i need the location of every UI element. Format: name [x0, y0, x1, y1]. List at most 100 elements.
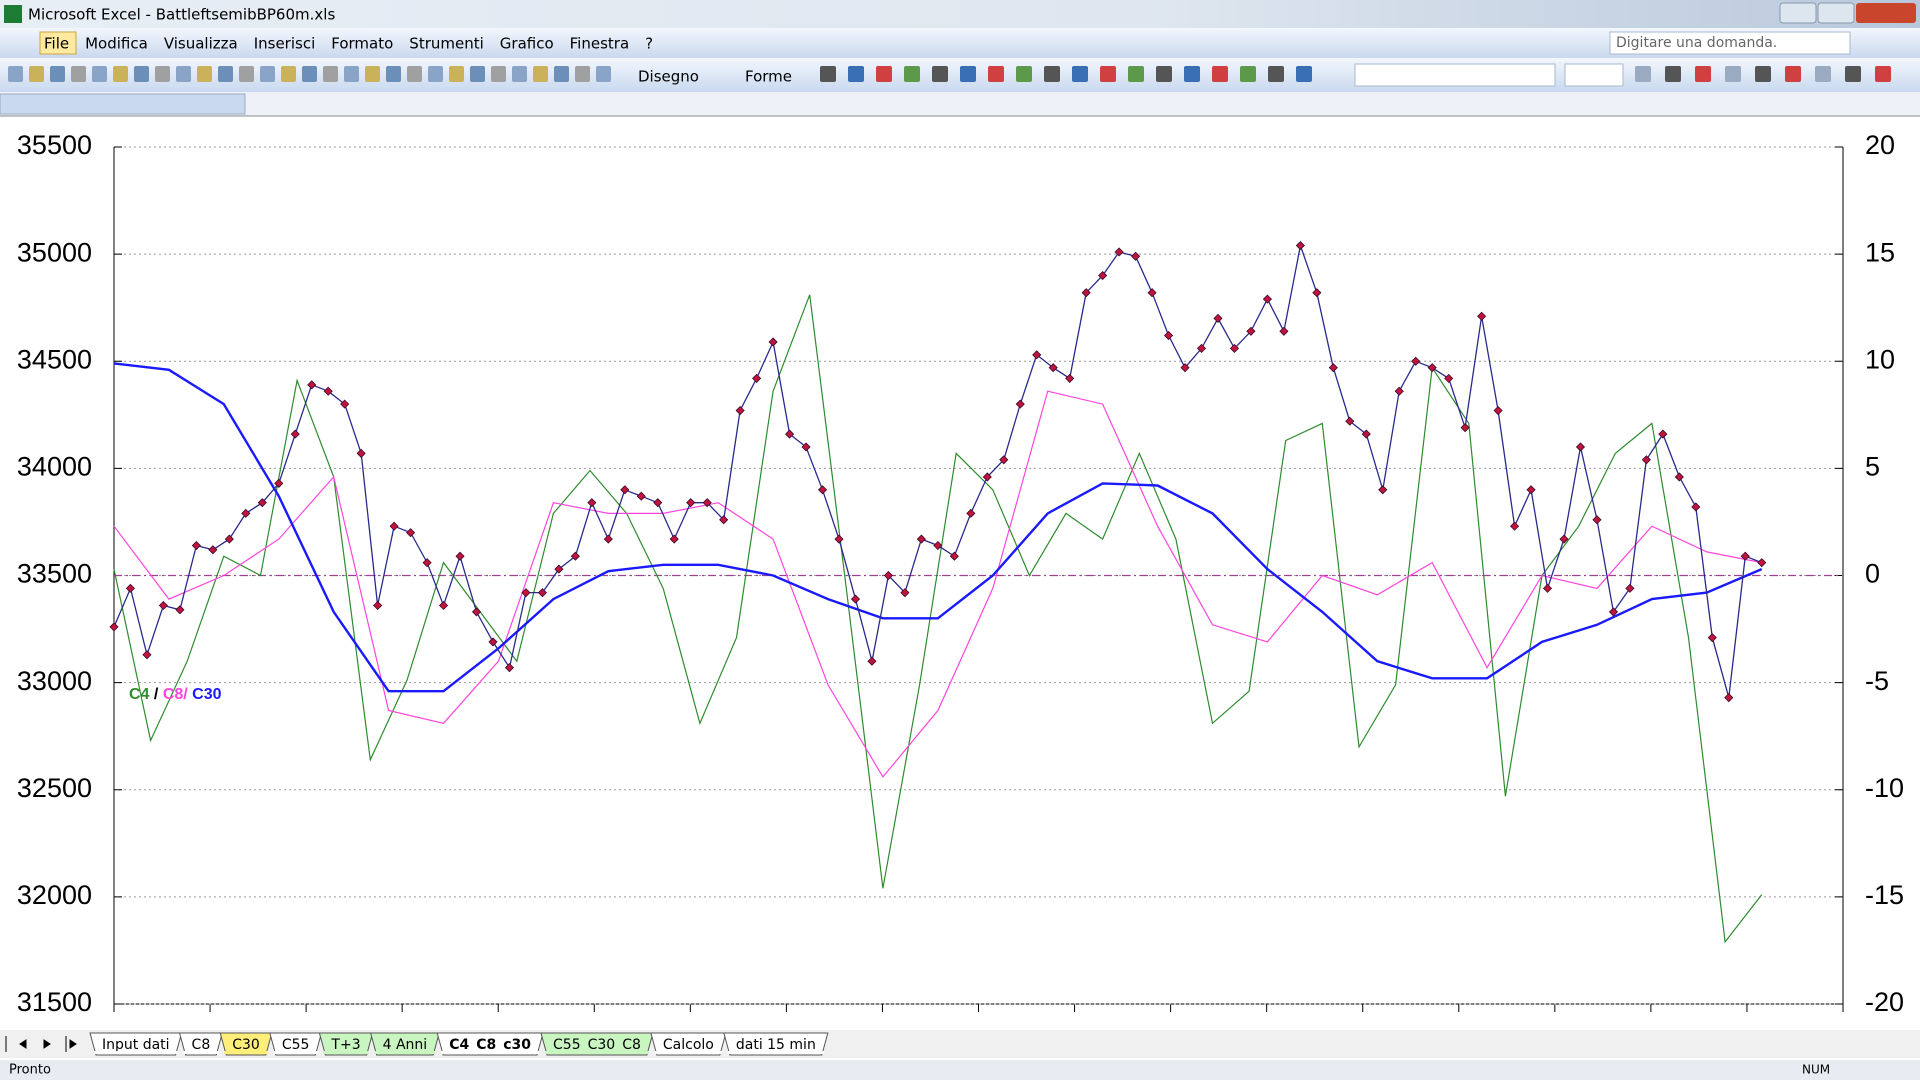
toolbar-icon[interactable] [1128, 66, 1144, 82]
toolbar-icon[interactable] [29, 66, 44, 82]
minimize-button[interactable] [1779, 2, 1817, 24]
toolbar-icon[interactable] [113, 66, 128, 82]
toolbar-icon[interactable] [428, 66, 443, 82]
toolbar-icon[interactable] [386, 66, 401, 82]
menu-item[interactable]: Grafico [500, 35, 554, 53]
toolbar-icon[interactable] [960, 66, 976, 82]
toolbar-icon[interactable] [820, 66, 836, 82]
toolbar-icon[interactable] [988, 66, 1004, 82]
y2-tick-label: -15 [1865, 880, 1904, 910]
tab-nav[interactable] [19, 1039, 27, 1049]
tab-nav[interactable] [43, 1039, 51, 1049]
shapes-menu[interactable]: Forme [745, 68, 792, 86]
draw-menu[interactable]: Disegno [638, 68, 699, 86]
toolbar-icon[interactable] [932, 66, 948, 82]
toolbar-icon[interactable] [470, 66, 485, 82]
data-marker [735, 405, 745, 416]
toolbar-icon[interactable] [1268, 66, 1284, 82]
toolbar-icon[interactable] [365, 66, 380, 82]
toolbar-icon[interactable] [491, 66, 506, 82]
toolbar-icon[interactable] [344, 66, 359, 82]
toolbar-icon[interactable] [1755, 66, 1771, 82]
toolbar-icon[interactable] [1044, 66, 1060, 82]
menu-item[interactable]: Inserisci [254, 35, 316, 53]
toolbar-icon[interactable] [1725, 66, 1741, 82]
name-box[interactable] [0, 93, 246, 115]
sheet-tab[interactable]: C30 [219, 1032, 273, 1056]
toolbar-icon[interactable] [1212, 66, 1228, 82]
toolbar-icon[interactable] [281, 66, 296, 82]
tab-shape [436, 1032, 544, 1056]
toolbar-icon[interactable] [1184, 66, 1200, 82]
menu-item[interactable]: Strumenti [409, 35, 483, 53]
tab-nav[interactable] [65, 1036, 77, 1052]
toolbar-icon[interactable] [260, 66, 275, 82]
toolbar-icon[interactable] [302, 66, 317, 82]
toolbar-icon[interactable] [1100, 66, 1116, 82]
data-marker [307, 380, 317, 390]
data-marker [768, 337, 778, 347]
toolbar-icon[interactable] [50, 66, 65, 82]
toolbar-icon[interactable] [1815, 66, 1831, 82]
tab-color [224, 1051, 268, 1054]
toolbar-icon[interactable] [8, 66, 23, 82]
toolbar-icon[interactable] [1240, 66, 1256, 82]
toolbar-icon[interactable] [134, 66, 149, 82]
toolbar-icon[interactable] [218, 66, 233, 82]
toolbar-icon[interactable] [1016, 66, 1032, 82]
sheet-tab[interactable]: Input dati [89, 1032, 183, 1056]
toolbar-icon[interactable] [155, 66, 170, 82]
toolbar-icon[interactable] [512, 66, 527, 82]
close-button[interactable] [1856, 3, 1916, 23]
toolbar-icon[interactable] [176, 66, 191, 82]
menu-item[interactable]: File [44, 35, 69, 53]
toolbar-icon[interactable] [848, 66, 864, 82]
sheet-tab[interactable]: C8 [178, 1032, 223, 1056]
toolbar-icon[interactable] [323, 66, 338, 82]
toolbar-icon[interactable] [1665, 66, 1681, 82]
status-right: NUM [1802, 1063, 1830, 1077]
font-box[interactable] [1354, 63, 1556, 87]
toolbar-icon[interactable] [239, 66, 254, 82]
toolbar-icon[interactable] [1296, 66, 1312, 82]
sheet-tab[interactable]: C55 [269, 1032, 323, 1056]
data-marker [356, 448, 366, 458]
y-tick-label: 32000 [17, 880, 92, 910]
toolbar-icon[interactable] [1875, 66, 1891, 82]
toolbar-icon[interactable] [92, 66, 107, 82]
toolbar-icon[interactable] [554, 66, 569, 82]
toolbar-icon[interactable] [876, 66, 892, 82]
toolbar-icon[interactable] [596, 66, 611, 82]
menu-item[interactable]: Finestra [570, 35, 630, 53]
question-box[interactable] [1609, 31, 1851, 55]
toolbar-icon[interactable] [904, 66, 920, 82]
menu-item[interactable]: Formato [331, 35, 393, 53]
tab-shape [219, 1032, 273, 1056]
sheet-tab[interactable]: T+3 [318, 1032, 374, 1056]
menu-item[interactable]: Modifica [85, 35, 148, 53]
sheet-tab[interactable]: 4 Anni [369, 1032, 440, 1056]
menu-item[interactable]: Visualizza [164, 35, 238, 53]
sheet-tab[interactable]: C4_C8_c30 [436, 1032, 544, 1056]
data-marker [1477, 311, 1487, 321]
toolbar-icon[interactable] [407, 66, 422, 82]
toolbar-icon[interactable] [1635, 66, 1651, 82]
sheet-tab[interactable]: dati 15 min [723, 1032, 829, 1056]
sheet-tab[interactable]: Calcolo [650, 1032, 727, 1056]
toolbar-icon[interactable] [575, 66, 590, 82]
menu-item[interactable]: ? [645, 35, 653, 53]
toolbar-icon[interactable] [1695, 66, 1711, 82]
sheet-tab[interactable]: C55_C30_C8 [540, 1032, 654, 1056]
toolbar-icon[interactable] [1156, 66, 1172, 82]
toolbar-icon[interactable] [1785, 66, 1801, 82]
toolbar-icon[interactable] [71, 66, 86, 82]
data-marker [982, 472, 992, 482]
toolbar-icon[interactable] [1072, 66, 1088, 82]
toolbar-icon[interactable] [197, 66, 212, 82]
data-marker [1032, 350, 1042, 360]
restore-button[interactable] [1817, 2, 1855, 24]
toolbar-icon[interactable] [1845, 66, 1861, 82]
toolbar-icon[interactable] [449, 66, 464, 82]
toolbar-icon[interactable] [533, 66, 548, 82]
size-box[interactable] [1564, 63, 1624, 87]
